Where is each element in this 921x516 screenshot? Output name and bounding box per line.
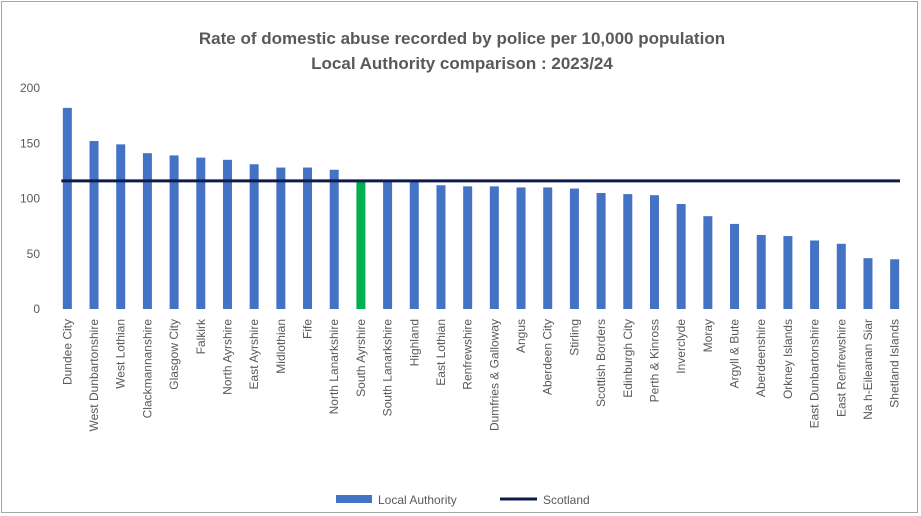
x-tick-label: Orkney Islands (781, 319, 795, 399)
bar-east-renfrewshire (836, 243, 846, 309)
x-tick-label: East Lothian (434, 319, 448, 386)
x-tick-label: Dundee City (60, 319, 74, 385)
bar-perth-kinross (649, 195, 659, 309)
legend-swatch-local-authority (336, 495, 372, 503)
chart-title: Rate of domestic abuse recorded by polic… (199, 29, 725, 48)
x-tick-label: South Ayrshire (354, 319, 368, 397)
bar-north-lanarkshire (329, 169, 339, 309)
x-tick-label: East Renfrewshire (834, 319, 848, 417)
x-tick-label: North Lanarkshire (327, 319, 341, 415)
x-tick-label: South Lanarkshire (381, 319, 395, 417)
x-tick-label: Perth & Kinross (647, 319, 661, 402)
bar-east-lothian (436, 185, 446, 309)
bar-aberdeen-city (543, 187, 553, 309)
bar-scottish-borders (596, 192, 606, 309)
bar-stirling (569, 188, 579, 309)
y-tick-label: 200 (20, 81, 40, 95)
x-tick-label: East Dunbartonshire (808, 319, 822, 429)
bar-west-lothian (116, 144, 126, 309)
bar-renfrewshire (463, 186, 473, 309)
x-tick-label: Clackmannanshire (140, 319, 154, 419)
bar-na-h-eileanan-siar (863, 258, 873, 309)
x-tick-label: Angus (514, 319, 528, 353)
bar-edinburgh-city (623, 194, 633, 309)
x-tick-label: West Dunbartonshire (87, 319, 101, 432)
y-tick-label: 150 (20, 136, 40, 150)
x-tick-label: Highland (407, 319, 421, 366)
bar-falkirk (196, 157, 206, 309)
bar-dumfries-galloway (489, 186, 499, 309)
bar-west-dunbartonshire (89, 141, 99, 309)
bar-orkney-islands (783, 236, 793, 309)
bar-dundee-city (62, 107, 72, 309)
x-tick-label: North Ayrshire (220, 319, 234, 395)
bar-east-dunbartonshire (810, 240, 820, 309)
x-tick-label: Argyll & Bute (728, 319, 742, 389)
x-tick-label: Edinburgh City (621, 319, 635, 398)
legend-label-scotland: Scotland (543, 493, 590, 507)
bar-clackmannanshire (142, 153, 152, 309)
x-tick-label: Na h-Eileanan Siar (861, 319, 875, 420)
x-tick-label: East Ayrshire (247, 319, 261, 390)
x-tick-label: Shetland Islands (888, 319, 902, 408)
x-tick-label: Aberdeen City (541, 319, 555, 395)
y-tick-label: 100 (20, 192, 40, 206)
bar-south-ayrshire (356, 181, 366, 309)
y-tick-label: 50 (27, 247, 41, 261)
x-tick-label: Glasgow City (167, 319, 181, 390)
x-tick-label: Stirling (567, 319, 581, 356)
x-tick-label: Aberdeenshire (754, 319, 768, 397)
chart-subtitle: Local Authority comparison : 2023/24 (311, 54, 613, 73)
x-tick-label: Inverclyde (674, 319, 688, 374)
bar-aberdeenshire (756, 234, 766, 309)
x-tick-label: West Lothian (114, 319, 128, 389)
bar-shetland-islands (890, 259, 900, 309)
bar-inverclyde (676, 204, 686, 309)
x-tick-label: Scottish Borders (594, 319, 608, 407)
bar-south-lanarkshire (383, 181, 393, 309)
bar-north-ayrshire (222, 159, 232, 309)
x-tick-label: Fife (301, 319, 315, 339)
legend-label-local-authority: Local Authority (378, 493, 457, 507)
bar-fife (303, 167, 313, 309)
x-tick-label: Dumfries & Galloway (487, 319, 501, 431)
x-tick-label: Moray (701, 319, 715, 352)
y-tick-label: 0 (33, 302, 40, 316)
bar-glasgow-city (169, 155, 179, 309)
bar-midlothian (276, 167, 286, 309)
bar-angus (516, 187, 526, 309)
x-tick-label: Renfrewshire (461, 319, 475, 390)
bar-argyll-bute (730, 223, 740, 309)
bar-highland (409, 181, 419, 309)
bar-east-ayrshire (249, 164, 259, 309)
bar-moray (703, 216, 713, 309)
x-tick-label: Midlothian (274, 319, 288, 374)
x-tick-label: Falkirk (194, 318, 208, 354)
